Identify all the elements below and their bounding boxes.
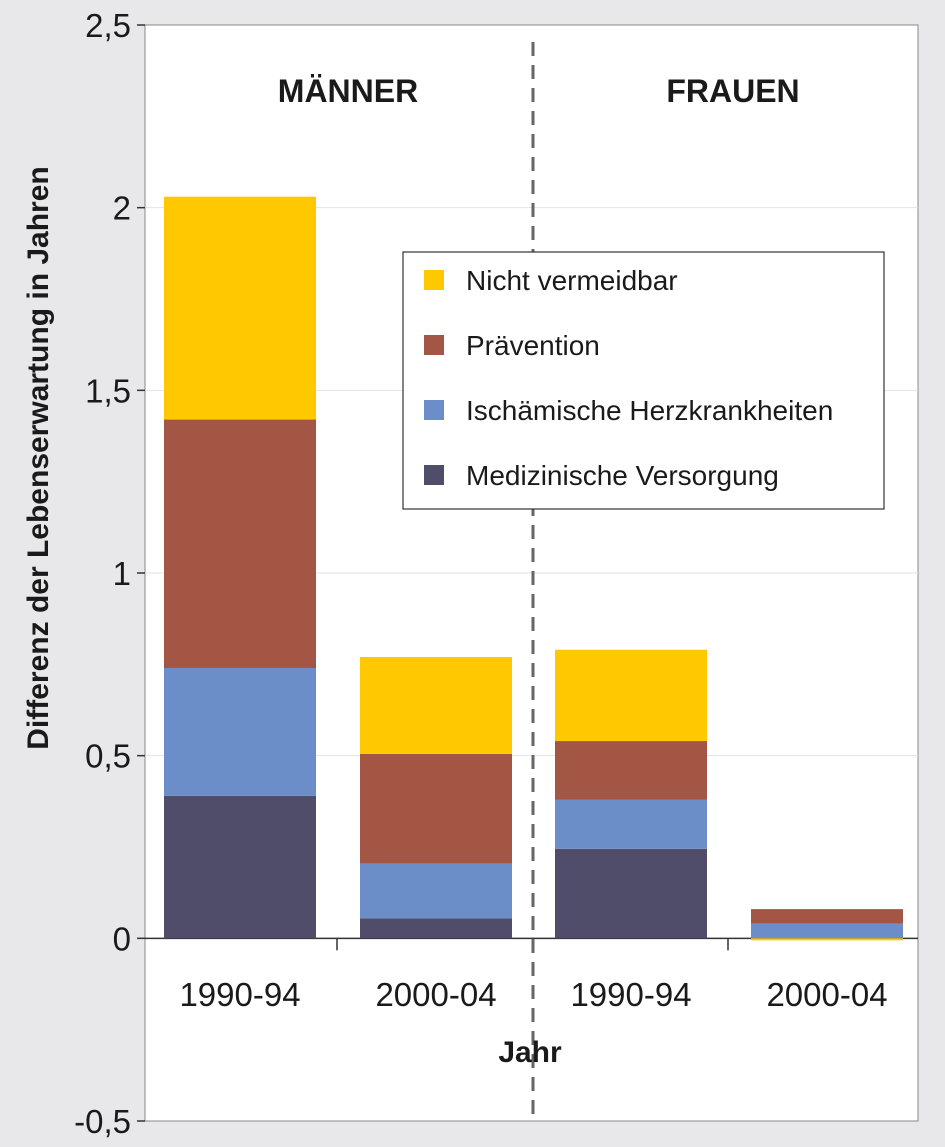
- bar-segment: [360, 863, 512, 919]
- y-axis-title: Differenz der Lebenserwartung in Jahren: [22, 166, 55, 749]
- bars: [164, 196, 903, 941]
- group-label-maenner: MÄNNER: [278, 73, 418, 109]
- bar-segment: [360, 657, 512, 754]
- legend-label: Ischämische Herzkrankheiten: [466, 395, 833, 426]
- bar-segment: [751, 938, 903, 941]
- x-category-label: 1990-94: [570, 976, 691, 1013]
- bar-segment: [360, 918, 512, 939]
- bar-segment: [164, 419, 316, 668]
- y-tick-label: 0,5: [85, 738, 131, 775]
- y-tick-label: 2,5: [85, 7, 131, 44]
- legend-swatch: [424, 400, 444, 420]
- x-category-label: 2000-04: [375, 976, 496, 1013]
- legend: Nicht vermeidbar Prävention Ischämische He…: [402, 251, 885, 510]
- bar-segment: [555, 741, 707, 800]
- bar-segment: [164, 667, 316, 796]
- y-axis: -0,5 0 0,5 1 1,5 2 2,5: [74, 7, 918, 1140]
- y-tick-label: -0,5: [74, 1103, 131, 1140]
- y-tick-label: 1,5: [85, 372, 131, 409]
- legend-box: [402, 251, 885, 510]
- legend-swatch: [424, 270, 444, 290]
- bar-segment: [751, 923, 903, 939]
- legend-label: Nicht vermeidbar: [466, 265, 678, 296]
- labels: 1990-94 2000-04 1990-94 2000-04 MÄNNER FRAUEN…: [22, 73, 888, 1069]
- x-axis-title: Jahr: [498, 1036, 562, 1069]
- y-tick-label: 0: [113, 920, 131, 957]
- bar-segment: [164, 196, 316, 420]
- y-tick-label: 1: [113, 555, 131, 592]
- legend-swatch: [424, 335, 444, 355]
- legend-label: Medizinische Versorgung: [466, 460, 779, 491]
- legend-label: Prävention: [466, 330, 600, 361]
- x-category-label: 1990-94: [179, 976, 300, 1013]
- y-tick-label: 2: [113, 190, 131, 227]
- legend-swatch: [424, 465, 444, 485]
- bar-segment: [164, 795, 316, 939]
- bar-segment: [751, 909, 903, 924]
- bar-segment: [555, 848, 707, 939]
- group-label-frauen: FRAUEN: [666, 73, 799, 109]
- bar-segment: [360, 753, 512, 864]
- bar-segment: [555, 799, 707, 849]
- x-category-label: 2000-04: [766, 976, 887, 1013]
- bar-segment: [555, 649, 707, 742]
